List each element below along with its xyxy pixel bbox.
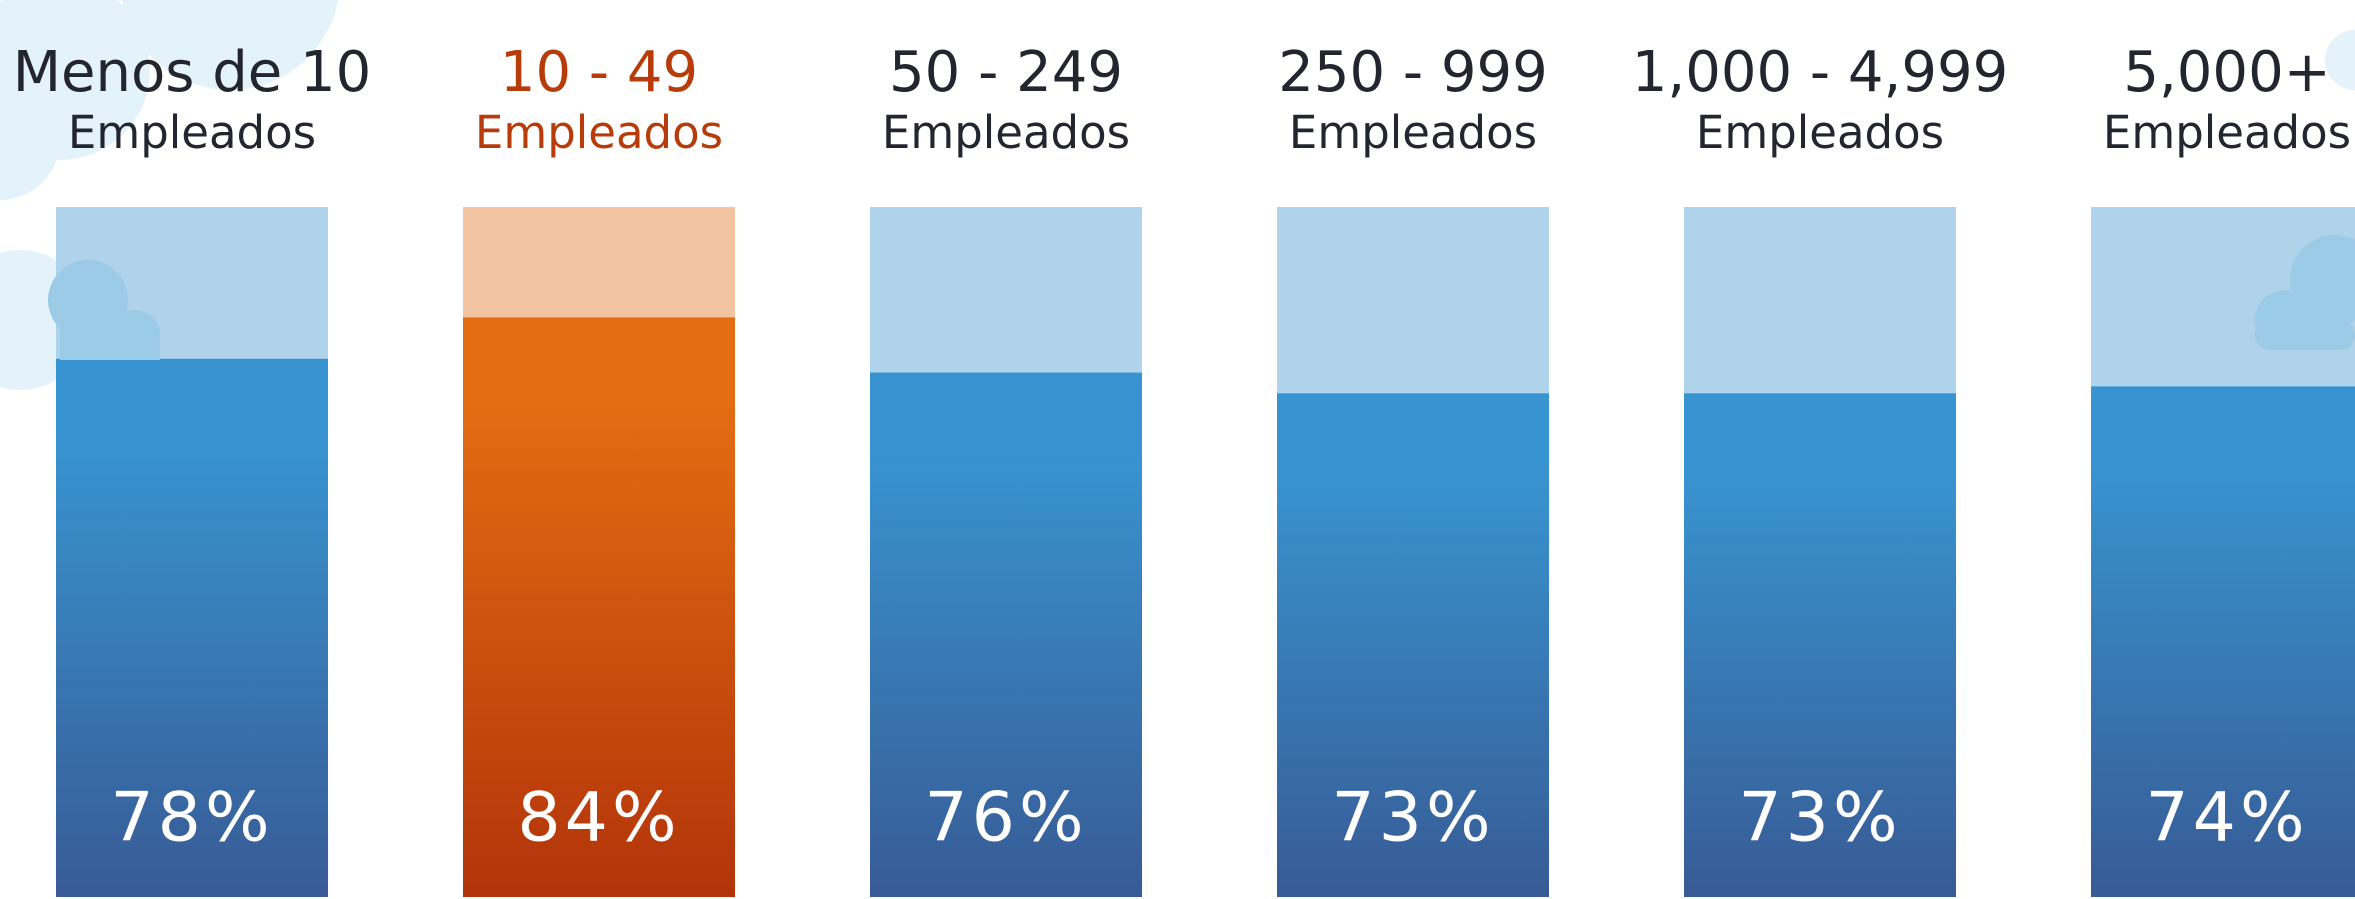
value-label: 84% [517, 779, 680, 858]
category-sublabel: Empleados [1289, 106, 1537, 159]
category-sublabel: Empleados [475, 106, 723, 159]
category-label: 1,000 - 4,999 [1632, 40, 2008, 105]
value-label: 78% [110, 779, 273, 858]
category-label: 5,000+ [2123, 40, 2330, 105]
category-sublabel: Empleados [68, 106, 316, 159]
chart: Menos de 10Empleados78%10 - 49Empleados8… [0, 0, 2355, 899]
value-label: 73% [1738, 779, 1901, 858]
category-label: 250 - 999 [1278, 40, 1548, 105]
category-label: 50 - 249 [889, 40, 1123, 105]
value-label: 73% [1331, 779, 1494, 858]
category-sublabel: Empleados [1696, 106, 1944, 159]
foreground-clouds [48, 235, 2355, 360]
value-label: 76% [924, 779, 1087, 858]
category-label: Menos de 10 [13, 40, 372, 105]
category-sublabel: Empleados [882, 106, 1130, 159]
category-sublabel: Empleados [2103, 106, 2351, 159]
category-label: 10 - 49 [500, 40, 698, 105]
value-label: 74% [2145, 779, 2308, 858]
